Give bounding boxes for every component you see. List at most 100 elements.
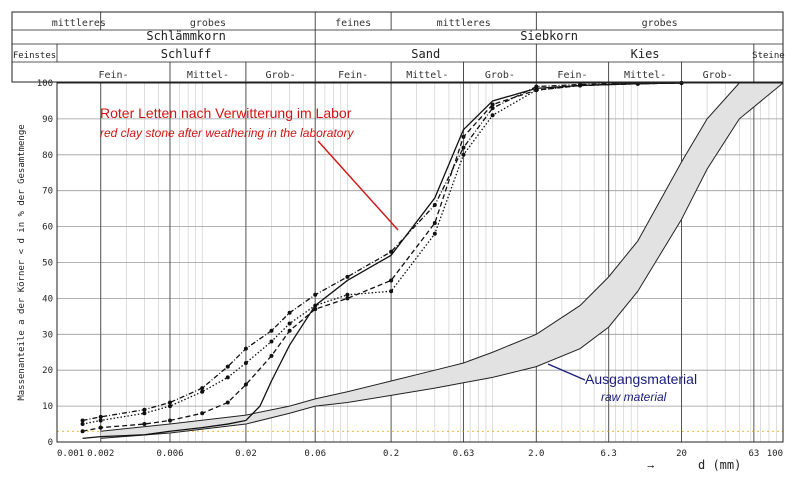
y-tick-label: 20 (42, 366, 53, 376)
series-point-1 (98, 414, 103, 419)
series-point-1 (200, 386, 205, 391)
series-point-2 (389, 289, 394, 294)
series-point-1 (80, 418, 85, 423)
header-cell-label: mittleres (52, 18, 106, 29)
header-cell-label: Mittel- (406, 70, 448, 81)
series-point-3 (142, 422, 147, 427)
series-point-2 (345, 292, 350, 297)
series-point-3 (490, 102, 495, 107)
series-point-2 (461, 152, 466, 157)
series-point-2 (490, 113, 495, 118)
red-pointer (317, 140, 399, 231)
series-point-3 (345, 296, 350, 301)
x-tick-label: 0.2 (383, 449, 399, 459)
red-subtitle: red clay stone after weathering in the l… (100, 126, 354, 140)
series-point-1 (490, 106, 495, 111)
series-point-1 (225, 364, 230, 369)
axes: 0 10 20 30 40 50 60 70 80 90 100 0.001 0.002 0.006 0.0… (17, 79, 784, 459)
series-group (80, 81, 684, 440)
annotation-blue: Ausgangsmaterial raw material (547, 363, 697, 404)
series-point-3 (167, 418, 172, 423)
series-point-2 (432, 231, 437, 236)
header-cell-label: mittleres (437, 18, 491, 29)
header-cell-label: Feinstes (13, 51, 56, 61)
series-point-1 (345, 274, 350, 279)
y-axis-label: Massenanteile a der Körner < d in % der … (17, 124, 27, 400)
y-tick-label: 30 (42, 330, 53, 340)
series-point-3 (98, 425, 103, 430)
series-point-3 (243, 382, 248, 387)
series-point-3 (287, 328, 292, 333)
series-point-3 (389, 278, 394, 283)
header-cell-label: Grob- (265, 70, 295, 81)
series-point-2 (269, 339, 274, 344)
header-cell-label: Schluff (161, 47, 212, 61)
series-point-1 (461, 145, 466, 150)
header-cell-label: feines (335, 18, 371, 29)
header-cell-label: Fein- (557, 70, 587, 81)
x-tick-label: 6.3 (601, 449, 617, 459)
series-point-1 (269, 328, 274, 333)
red-title: Roter Letten nach Verwitterung im Labor (100, 105, 352, 121)
header-cell-label: grobes (642, 18, 678, 29)
series-point-2 (167, 404, 172, 409)
series-point-1 (313, 292, 318, 297)
raw-material-fill (100, 83, 784, 439)
series-point-1 (432, 203, 437, 208)
annotation-red: Roter Letten nach Verwitterung im Labor … (100, 105, 399, 231)
header-cell-label: Steine (752, 51, 785, 61)
x-tick-label: 0.06 (304, 449, 326, 459)
x-tick-label: 2.0 (528, 449, 544, 459)
header-cell-label: Siebkorn (520, 29, 578, 43)
y-tick-label: 0 (48, 438, 53, 448)
series-point-1 (287, 310, 292, 315)
x-tick-label: 63 (748, 449, 759, 459)
x-axis-arrow: ⟶ (647, 462, 654, 472)
header-cell-label: grobes (190, 18, 226, 29)
header-cell-label: Sand (411, 47, 440, 61)
header-cell-label: Schlämmkorn (146, 29, 225, 43)
series-point-2 (98, 418, 103, 423)
header-cell-label: Kies (631, 47, 660, 61)
series-point-1 (243, 346, 248, 351)
y-tick-label: 40 (42, 294, 53, 304)
series-point-1 (167, 400, 172, 405)
header-cell-label: Mittel- (187, 70, 229, 81)
y-tick-label: 90 (42, 115, 53, 125)
y-tick-label: 50 (42, 259, 53, 269)
header-cell-label: Grob- (703, 70, 733, 81)
x-tick-label: 0.006 (156, 449, 183, 459)
series-point-2 (225, 375, 230, 380)
series-point-3 (461, 134, 466, 139)
header-cell-label: Grob- (485, 70, 515, 81)
y-tick-label: 60 (42, 223, 53, 233)
series-point-1 (389, 249, 394, 254)
y-tick-label: 70 (42, 187, 53, 197)
x-axis-title: ⟶ d (mm) (647, 458, 741, 472)
x-tick-label: 100 (767, 449, 783, 459)
series-point-3 (225, 400, 230, 405)
blue-pointer (547, 363, 586, 381)
series-line-4 (82, 82, 682, 440)
raw-material-upper-line (100, 82, 740, 432)
series-point-3 (269, 353, 274, 358)
header-cell-label: Mittel- (624, 70, 666, 81)
x-tick-label: 0.63 (453, 449, 475, 459)
y-tick-label: 80 (42, 151, 53, 161)
header-cell-label: Fein- (98, 70, 128, 81)
header-table: mittleres grobes feines mittleres grobesSchl… (11, 11, 785, 83)
header-cell-label: Fein- (338, 70, 368, 81)
series-point-1 (534, 84, 539, 89)
series-point-3 (432, 221, 437, 226)
y-tick-label: 100 (37, 79, 53, 89)
x-tick-label: 20 (676, 449, 687, 459)
blue-subtitle: raw material (601, 390, 667, 404)
blue-title: Ausgangsmaterial (585, 371, 697, 387)
y-tick-label: 10 (42, 402, 53, 412)
x-tick-label: 0.002 (87, 449, 114, 459)
series-point-1 (142, 407, 147, 412)
x-tick-label: 0.001 (57, 449, 84, 459)
raw-material-lower-line (100, 82, 784, 439)
series-point-2 (287, 321, 292, 326)
